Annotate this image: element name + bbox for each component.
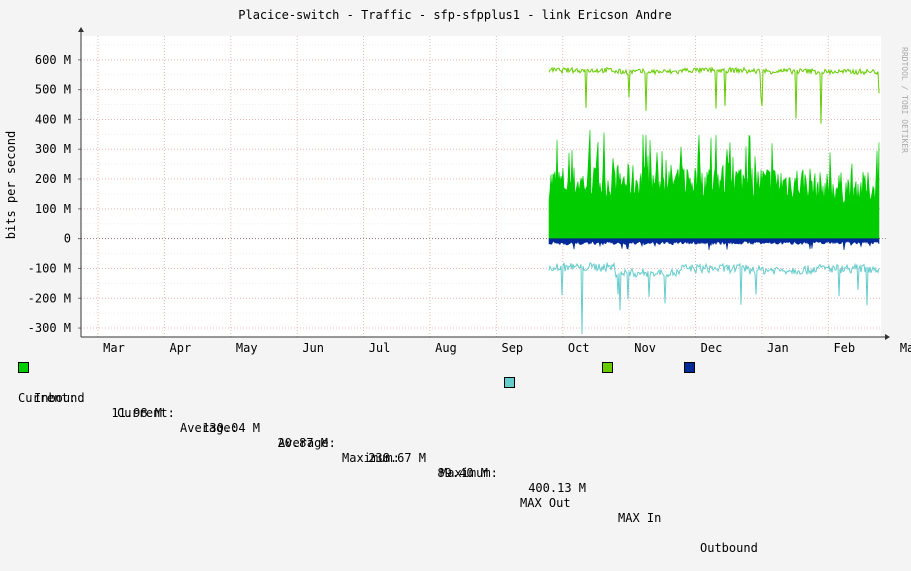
x-tick-label: Nov bbox=[634, 341, 656, 355]
y-tick-label: 300 M bbox=[35, 142, 71, 156]
x-tick-label: Sep bbox=[501, 341, 523, 355]
max-in-line bbox=[548, 66, 880, 124]
y-tick-label: 200 M bbox=[35, 172, 71, 186]
outbound-current-value: 11.98 M bbox=[111, 406, 162, 420]
traffic-graph: 600 M 500 M 400 M 300 M 200 M 100 M 0 -100 M -20… bbox=[4, 8, 911, 555]
outbound-name: Outbound bbox=[700, 541, 758, 555]
max-out-name: MAX Out bbox=[520, 496, 571, 510]
x-tick-label: Feb bbox=[833, 341, 855, 355]
inbound-swatch bbox=[18, 362, 29, 373]
x-tick-label: Aug bbox=[435, 341, 457, 355]
tick-labels: 600 M 500 M 400 M 300 M 200 M 100 M 0 -100 M -20… bbox=[28, 53, 911, 355]
x-tick-label: Apr bbox=[170, 341, 192, 355]
series-layer bbox=[548, 66, 880, 335]
y-tick-label: -200 M bbox=[28, 291, 71, 305]
max-in-name: MAX In bbox=[618, 511, 662, 525]
y-tick-label: -100 M bbox=[28, 261, 71, 275]
y-axis-arrow bbox=[78, 27, 84, 32]
inbound-maximum-value: 400.13 M bbox=[528, 481, 586, 495]
legend-row-inbound: Inbound Current: 130.04 M Average: 238.6… bbox=[0, 361, 758, 555]
outbound-current-label: Current: bbox=[18, 391, 76, 405]
x-tick-label: Mar bbox=[103, 341, 125, 355]
max-in-swatch bbox=[602, 362, 613, 373]
chart-title: Placice-switch - Traffic - sfp-sfpplus1 … bbox=[238, 8, 671, 22]
y-tick-label: -300 M bbox=[28, 321, 71, 335]
traffic-chart: 600 M 500 M 400 M 300 M 200 M 100 M 0 -100 M -20… bbox=[4, 8, 911, 355]
max-out-swatch bbox=[504, 377, 515, 388]
legend: Inbound Current: 130.04 M Average: 238.6… bbox=[0, 360, 911, 555]
outbound-maximum-value: 89.40 M bbox=[437, 466, 488, 480]
x-tick-label: May bbox=[236, 341, 258, 355]
outbound-average-label: Average: bbox=[180, 421, 238, 435]
x-tick-label: Jun bbox=[302, 341, 324, 355]
y-tick-label: 400 M bbox=[35, 112, 71, 126]
watermark: RRDTOOL / TOBI OETIKER bbox=[900, 47, 909, 153]
outbound-maximum-label: Maximum: bbox=[342, 451, 400, 465]
x-tick-label: Dec bbox=[701, 341, 723, 355]
outbound-average-value: 20.87 M bbox=[277, 436, 328, 450]
outbound-area bbox=[548, 238, 880, 251]
x-axis-arrow bbox=[885, 334, 890, 340]
x-tick-label: Jan bbox=[767, 341, 789, 355]
y-tick-label: 500 M bbox=[35, 83, 71, 97]
y-tick-label: 0 bbox=[64, 232, 71, 246]
y-axis-label: bits per second bbox=[4, 131, 18, 239]
outbound-swatch bbox=[684, 362, 695, 373]
max-out-line bbox=[548, 261, 880, 335]
x-tick-label: Jul bbox=[369, 341, 391, 355]
legend-row-outbound: Current: 11.98 M Average: 20.87 M Maximu… bbox=[0, 376, 571, 510]
inbound-area bbox=[548, 129, 880, 239]
axes bbox=[78, 27, 890, 340]
x-tick-label: Mar bbox=[900, 341, 911, 355]
y-tick-label: 600 M bbox=[35, 53, 71, 67]
y-tick-label: 100 M bbox=[35, 202, 71, 216]
x-tick-label: Oct bbox=[568, 341, 590, 355]
